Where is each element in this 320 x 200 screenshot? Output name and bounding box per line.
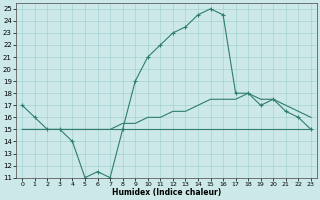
X-axis label: Humidex (Indice chaleur): Humidex (Indice chaleur) bbox=[112, 188, 221, 197]
